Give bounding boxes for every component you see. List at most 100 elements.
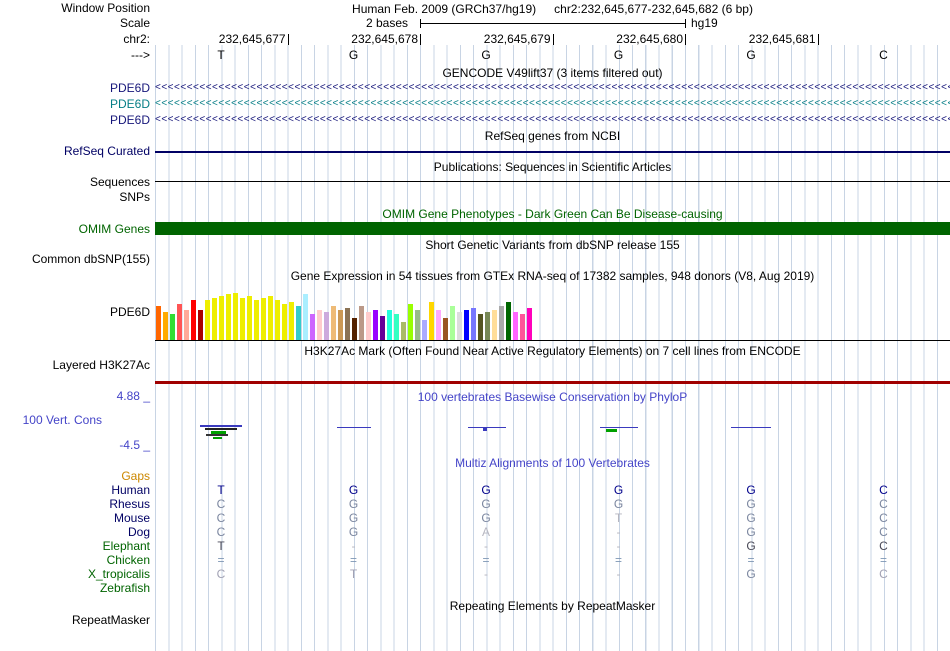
conservation-mark	[606, 429, 617, 432]
gtex-bar	[275, 300, 280, 340]
track-label-100-vert-cons[interactable]: 100 Vert. Cons	[22, 413, 102, 427]
track-label-snps[interactable]: SNPs	[119, 190, 150, 204]
gene-model-pde6d-1[interactable]: <<<<<<<<<<<<<<<<<<<<<<<<<<<<<<<<<<<<<<<<…	[155, 82, 950, 93]
gene-label-pde6d-2[interactable]: PDE6D	[109, 97, 150, 111]
window-title: Human Feb. 2009 (GRCh37/hg19) chr2:232,6…	[155, 2, 950, 16]
conservation-mark	[468, 427, 506, 428]
gtex-bar	[359, 306, 364, 340]
window-coordinates: chr2:232,645,677-232,645,682 (6 bp)	[554, 2, 753, 16]
gtex-bar	[296, 306, 301, 340]
gtex-expression-bars[interactable]	[155, 289, 950, 341]
alignment-base: T	[614, 511, 623, 525]
alignment-base: G	[348, 511, 359, 525]
ruler-coordinate: 232,645,681	[748, 32, 816, 46]
phylop-track-title[interactable]: 100 vertebrates Basewise Conservation by…	[417, 390, 688, 404]
alignment-base: -	[616, 567, 621, 581]
gtex-bar	[163, 312, 168, 340]
track-label-sequences[interactable]: Sequences	[89, 175, 150, 189]
gene-model-pde6d-3[interactable]: <<<<<<<<<<<<<<<<<<<<<<<<<<<<<<<<<<<<<<<<…	[155, 114, 950, 125]
species-label-chicken[interactable]: Chicken	[106, 553, 150, 567]
conservation-mark	[200, 425, 242, 427]
h3k27ac-signal-line[interactable]	[155, 381, 950, 384]
species-label-zebrafish[interactable]: Zebrafish	[99, 581, 150, 595]
track-label-common-dbsnp[interactable]: Common dbSNP(155)	[31, 252, 150, 266]
gtex-bar	[191, 300, 196, 340]
alignment-base: -	[351, 539, 356, 553]
strand-arrow-label: --->	[131, 48, 150, 62]
gtex-bar	[513, 312, 518, 340]
position-guidelines	[155, 45, 950, 651]
window-position-label: Window Position	[61, 1, 150, 15]
gene-label-pde6d-1[interactable]: PDE6D	[109, 81, 150, 95]
gene-label-pde6d-3[interactable]: PDE6D	[109, 113, 150, 127]
alignment-base: G	[746, 567, 756, 581]
ruler-coordinate: 232,645,679	[483, 32, 551, 46]
multiz-track-title[interactable]: Multiz Alignments of 100 Vertebrates	[455, 456, 650, 470]
assembly-name: Human Feb. 2009 (GRCh37/hg19)	[352, 2, 537, 16]
gtex-bar	[324, 312, 329, 340]
species-label-x_tropicalis[interactable]: X_tropicalis	[87, 567, 150, 581]
gtex-bar	[212, 298, 217, 340]
gtex-bar	[422, 320, 427, 340]
gtex-bar	[198, 310, 203, 340]
species-label-human[interactable]: Human	[111, 483, 150, 497]
track-label-layered-h3k27ac[interactable]: Layered H3K27Ac	[52, 358, 150, 372]
gtex-bar	[240, 298, 245, 340]
publications-track-title[interactable]: Publications: Sequences in Scientific Ar…	[433, 160, 672, 174]
gtex-bar	[310, 314, 315, 340]
alignment-base: G	[746, 525, 756, 539]
alignment-base: G	[746, 483, 756, 497]
species-label-gaps[interactable]: Gaps	[121, 469, 150, 483]
omim-gene-bar[interactable]	[155, 222, 950, 235]
species-label-rhesus[interactable]: Rhesus	[109, 497, 150, 511]
ruler-base: G	[348, 48, 359, 62]
gtex-bar	[254, 300, 259, 340]
alignment-base: =	[879, 553, 887, 567]
track-label-repeatmasker[interactable]: RepeatMasker	[71, 613, 150, 627]
gtex-bar	[429, 302, 434, 340]
gtex-bar	[415, 310, 420, 340]
track-label-refseq-curated[interactable]: RefSeq Curated	[63, 144, 150, 158]
gtex-bar	[366, 312, 371, 340]
gtex-bar	[408, 304, 413, 340]
gtex-bar	[492, 310, 497, 340]
alignment-base: =	[614, 553, 622, 567]
gtex-bar	[352, 318, 357, 340]
gtex-bar	[282, 304, 287, 340]
alignment-base: G	[481, 511, 491, 525]
omim-track-title[interactable]: OMIM Gene Phenotypes - Dark Green Can Be…	[382, 207, 723, 221]
gtex-track-title[interactable]: Gene Expression in 54 tissues from GTEx …	[290, 269, 815, 283]
gtex-gene-label[interactable]: PDE6D	[109, 305, 150, 319]
alignment-base: -	[484, 539, 488, 553]
repeatmasker-track-title[interactable]: Repeating Elements by RepeatMasker	[449, 599, 656, 613]
gtex-bar	[156, 306, 161, 340]
alignment-base: C	[879, 539, 888, 553]
gtex-bar	[436, 310, 441, 340]
ruler-tick	[817, 34, 819, 45]
alignment-base: =	[747, 553, 755, 567]
gtex-bar	[499, 306, 504, 340]
species-label-elephant[interactable]: Elephant	[102, 539, 150, 553]
gtex-bar	[478, 314, 483, 340]
track-label-omim-genes[interactable]: OMIM Genes	[78, 222, 150, 236]
species-label-dog[interactable]: Dog	[127, 525, 150, 539]
alignment-base: G	[481, 497, 491, 511]
publications-feature-line[interactable]	[155, 181, 950, 182]
h3k27ac-track-title[interactable]: H3K27Ac Mark (Often Found Near Active Re…	[304, 344, 801, 358]
refseq-track-title[interactable]: RefSeq genes from NCBI	[484, 129, 621, 143]
refseq-gene-line[interactable]	[155, 151, 950, 153]
gtex-bar	[338, 310, 343, 340]
dbsnp-track-title[interactable]: Short Genetic Variants from dbSNP releas…	[425, 238, 680, 252]
gtex-bar	[331, 306, 336, 340]
gencode-track-title[interactable]: GENCODE V49lift37 (3 items filtered out)	[442, 66, 663, 80]
gene-model-pde6d-2[interactable]: <<<<<<<<<<<<<<<<<<<<<<<<<<<<<<<<<<<<<<<<…	[155, 98, 950, 109]
ruler-base: G	[613, 48, 624, 62]
alignment-base: G	[746, 539, 756, 553]
conservation-mark	[337, 427, 371, 428]
ruler-tick	[552, 34, 554, 45]
ruler-coordinate: 232,645,680	[616, 32, 683, 46]
alignment-base: -	[616, 525, 621, 539]
species-label-mouse[interactable]: Mouse	[113, 511, 150, 525]
ruler-tick	[287, 34, 289, 45]
